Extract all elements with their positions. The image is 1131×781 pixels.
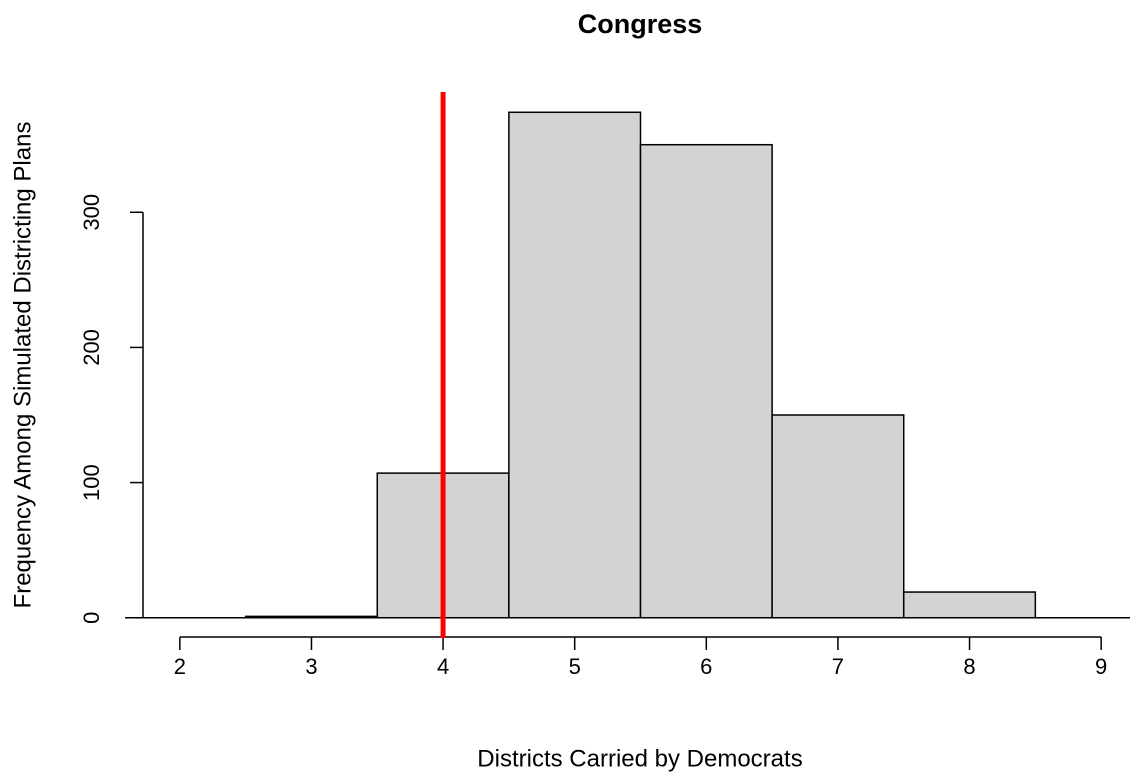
- x-tick-label: 7: [832, 654, 844, 679]
- bar: [508, 111, 642, 619]
- x-tick-label: 2: [174, 654, 186, 679]
- x-tick-label: 8: [963, 654, 975, 679]
- x-tick-label: 4: [437, 654, 449, 679]
- x-tick-label: 5: [569, 654, 581, 679]
- y-tick-label: 200: [79, 329, 104, 366]
- x-tick-label: 9: [1095, 654, 1107, 679]
- bar: [902, 591, 1037, 619]
- x-axis-label: Districts Carried by Democrats: [477, 745, 802, 772]
- x-tick-label: 6: [700, 654, 712, 679]
- y-tick-label: 0: [79, 612, 104, 624]
- y-tick-label: 100: [79, 464, 104, 501]
- bar: [639, 143, 773, 619]
- y-axis-label: Frequency Among Simulated Districting Pl…: [9, 122, 36, 609]
- chart-title: Congress: [578, 9, 703, 39]
- bar: [771, 414, 905, 619]
- y-tick-label: 300: [79, 194, 104, 231]
- x-tick-label: 3: [305, 654, 317, 679]
